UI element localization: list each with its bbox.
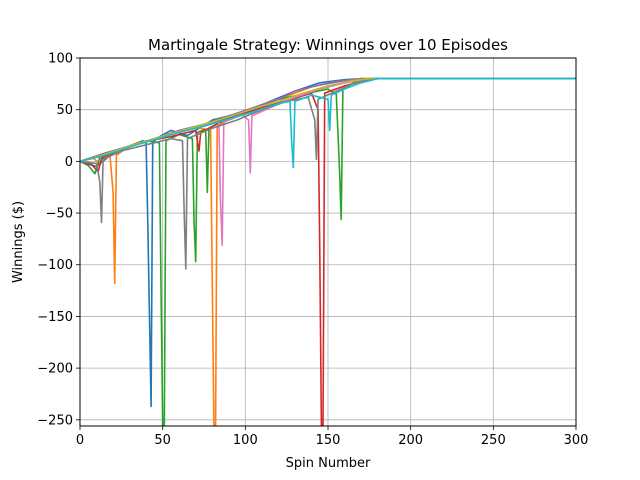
y-tick-label: −50 [46, 207, 73, 222]
y-ticks: −250 −200 −150 −100 −50 0 50 100 [37, 52, 80, 428]
y-tick-label: −250 [37, 413, 73, 428]
y-tick-label: 50 [56, 103, 73, 118]
y-tick-label: −100 [37, 258, 73, 273]
y-tick-label: −200 [37, 362, 73, 377]
y-axis-label: Winnings ($) [11, 201, 26, 283]
chart-title: Martingale Strategy: Winnings over 10 Ep… [148, 36, 508, 54]
series-line-10 [80, 77, 576, 169]
x-tick-label: 150 [316, 433, 341, 448]
x-tick-label: 300 [564, 433, 589, 448]
y-tick-label: 0 [65, 155, 73, 170]
series-group [80, 77, 576, 426]
x-tick-label: 0 [76, 433, 84, 448]
series-line-9 [80, 77, 576, 163]
y-tick-label: −150 [37, 310, 73, 325]
x-tick-label: 50 [154, 433, 171, 448]
x-axis-label: Spin Number [286, 456, 371, 471]
x-tick-label: 250 [481, 433, 506, 448]
x-tick-label: 200 [398, 433, 423, 448]
x-tick-label: 100 [233, 433, 258, 448]
x-ticks: 0 50 100 150 200 250 300 [76, 426, 589, 448]
y-tick-label: 100 [48, 52, 73, 67]
